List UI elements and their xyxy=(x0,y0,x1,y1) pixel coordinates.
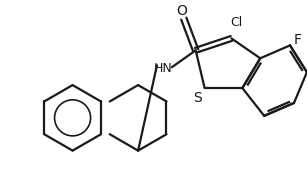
Text: S: S xyxy=(193,91,202,105)
Text: Cl: Cl xyxy=(230,16,242,29)
Text: HN: HN xyxy=(154,62,172,75)
Text: F: F xyxy=(294,33,302,47)
Text: O: O xyxy=(176,4,187,18)
